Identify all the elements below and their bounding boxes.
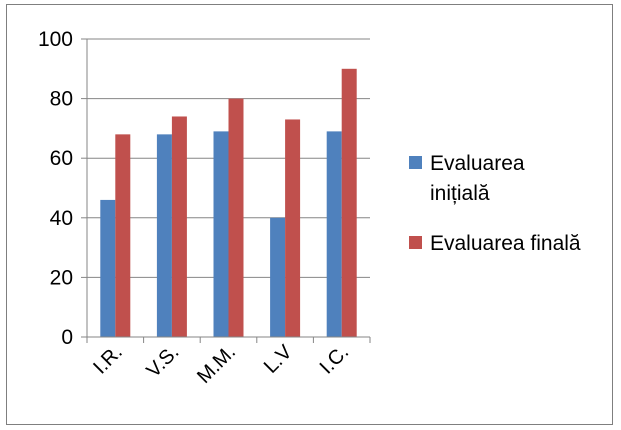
axes: [81, 38, 371, 343]
x-tick-labels: I.R. V.S. M.M. L.V I.C.: [89, 341, 353, 388]
legend-label-initial: Evaluarea inițială: [430, 152, 525, 205]
bar-final-5: [341, 68, 357, 338]
bar-final-3: [228, 98, 244, 337]
y-tick-label: 60: [50, 147, 73, 170]
x-tick-label: I.R.: [89, 341, 127, 379]
bar-final-1: [115, 134, 131, 337]
x-tick-label: I.C.: [316, 341, 354, 379]
legend-swatch-final: [409, 236, 422, 249]
y-tick-labels: 0 20 40 60 80 100: [38, 28, 73, 349]
x-tick-label: L.V: [260, 341, 297, 378]
y-tick-label: 100: [38, 28, 73, 51]
legend-label-final: Evaluarea finală: [430, 232, 581, 255]
legend: Evaluarea inițială Evaluarea finală: [409, 152, 581, 255]
x-tick-label: V.S.: [142, 341, 183, 382]
x-tick-label: M.M.: [193, 341, 240, 388]
y-tick-label: 20: [50, 266, 73, 289]
bar-final-2: [171, 116, 187, 337]
y-tick-label: 40: [50, 207, 73, 230]
legend-swatch-initial: [409, 156, 422, 169]
bar-initial-5: [326, 131, 342, 337]
bar-initial-2: [156, 134, 172, 337]
bar-initial-4: [270, 217, 286, 337]
bar-initial-1: [100, 199, 116, 337]
bars: [100, 68, 357, 338]
bar-initial-3: [213, 131, 229, 337]
bar-final-4: [285, 119, 301, 338]
y-tick-label: 0: [61, 326, 73, 349]
y-tick-label: 80: [50, 88, 73, 111]
